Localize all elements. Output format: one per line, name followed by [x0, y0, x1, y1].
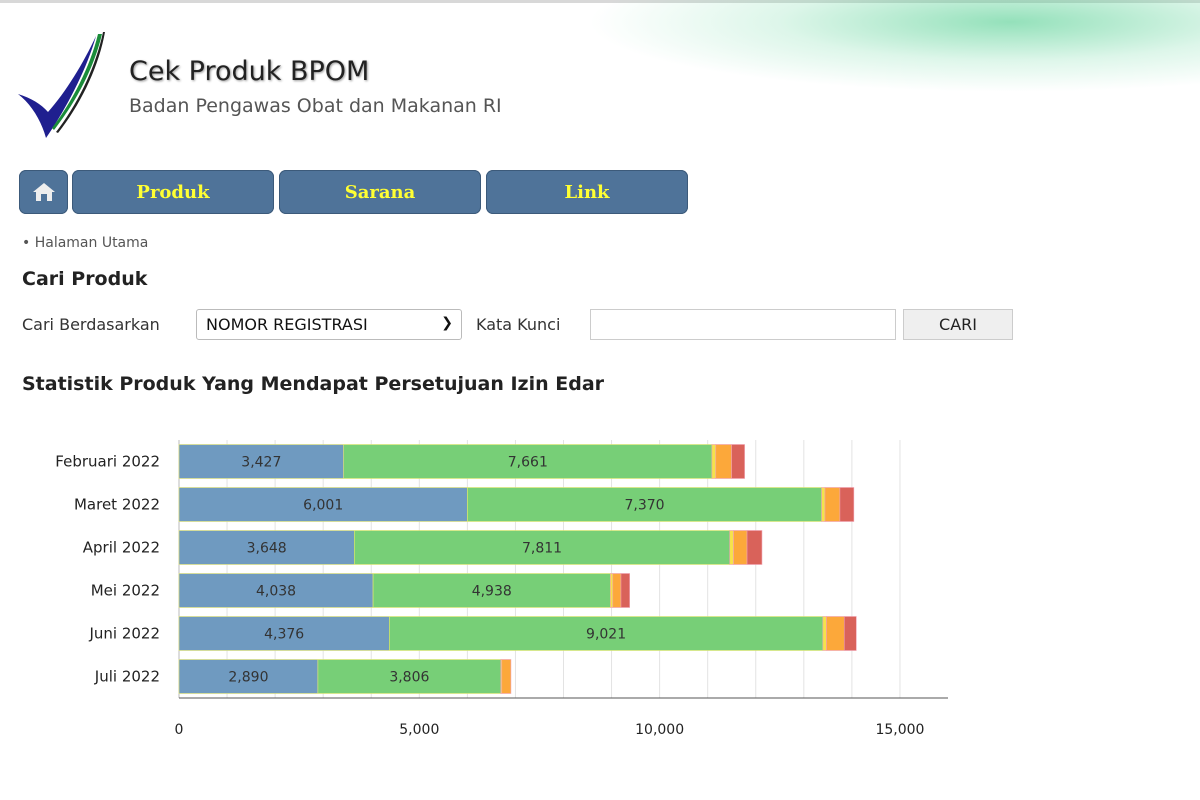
- bar-segment: [354, 530, 731, 565]
- bar-data-label: 4,038: [256, 584, 296, 600]
- bar-data-label: 7,661: [508, 455, 548, 471]
- bar-data-label: 7,370: [624, 498, 664, 514]
- bar-segment: [711, 444, 717, 479]
- nav-link[interactable]: Link: [486, 170, 688, 214]
- search-heading: Cari Produk: [22, 268, 148, 290]
- bpom-logo: [18, 32, 105, 138]
- bar-segment: [372, 573, 611, 608]
- bar-segment: [715, 444, 732, 479]
- bar-data-label: 3,427: [241, 455, 281, 471]
- bar-segment: [821, 487, 826, 522]
- bar-segment: [843, 616, 857, 651]
- bar-segment: [467, 487, 822, 522]
- bar-data-label: 3,806: [389, 670, 429, 686]
- keyword-input[interactable]: [590, 309, 896, 340]
- stats-heading: Statistik Produk Yang Mendapat Persetuju…: [22, 373, 605, 395]
- header-background: [440, 0, 1200, 110]
- search-by-label: Cari Berdasarkan: [22, 315, 160, 334]
- bar-segment: [839, 487, 855, 522]
- bar-segment: [610, 573, 614, 608]
- bar-data-label: 4,938: [472, 584, 512, 600]
- bar-data-label: 4,376: [264, 627, 304, 643]
- bar-segment: [178, 530, 355, 565]
- x-tick-label: 5,000: [399, 722, 439, 738]
- app-subtitle: Badan Pengawas Obat dan Makanan RI: [129, 95, 502, 117]
- bar-segment: [178, 616, 390, 651]
- bar-data-label: 3,648: [247, 541, 287, 557]
- bar-segment: [620, 573, 630, 608]
- x-tick-label: 10,000: [635, 722, 684, 738]
- bar-segment: [178, 487, 468, 522]
- nav-sarana[interactable]: Sarana: [279, 170, 481, 214]
- bar-data-label: 6,001: [303, 498, 343, 514]
- bar-segment: [733, 530, 748, 565]
- y-category-label: Mei 2022: [91, 582, 160, 600]
- bar-segment: [731, 444, 745, 479]
- bar-segment: [826, 616, 845, 651]
- bar-segment: [729, 530, 734, 565]
- nav-produk[interactable]: Produk: [72, 170, 274, 214]
- y-category-label: April 2022: [83, 539, 160, 557]
- x-tick-label: 15,000: [875, 722, 924, 738]
- keyword-label: Kata Kunci: [476, 315, 561, 334]
- x-tick-label: 0: [175, 722, 184, 738]
- y-category-label: Februari 2022: [55, 453, 160, 471]
- bar-segment: [746, 530, 763, 565]
- bar-segment: [343, 444, 713, 479]
- breadcrumb-home[interactable]: • Halaman Utama: [22, 235, 149, 251]
- bar-data-label: 2,890: [228, 670, 268, 686]
- bar-segment: [389, 616, 824, 651]
- bar-data-label: 9,021: [586, 627, 626, 643]
- bar-segment: [822, 616, 827, 651]
- home-icon: [32, 183, 55, 201]
- bar-segment: [178, 659, 319, 694]
- app-title: Cek Produk BPOM: [129, 56, 370, 87]
- bar-segment: [612, 573, 622, 608]
- search-by-value: NOMOR REGISTRASI: [206, 315, 368, 334]
- search-button[interactable]: CARI: [903, 309, 1013, 340]
- stats-bar-chart: 0 5,000 10,000 15,000 Februari 2022 3,427 7,66…: [55, 440, 948, 738]
- search-by-select[interactable]: NOMOR REGISTRASI ❯: [196, 309, 462, 340]
- bar-segment: [317, 659, 502, 694]
- bar-segment: [501, 659, 512, 694]
- chevron-down-icon: ❯: [441, 315, 453, 331]
- y-category-label: Juni 2022: [88, 625, 160, 643]
- y-category-label: Juli 2022: [94, 668, 160, 686]
- y-category-label: Maret 2022: [74, 496, 160, 514]
- nav-home-button[interactable]: [19, 170, 68, 214]
- bar-segment: [178, 444, 345, 479]
- bar-data-label: 7,811: [522, 541, 562, 557]
- bar-segment: [824, 487, 841, 522]
